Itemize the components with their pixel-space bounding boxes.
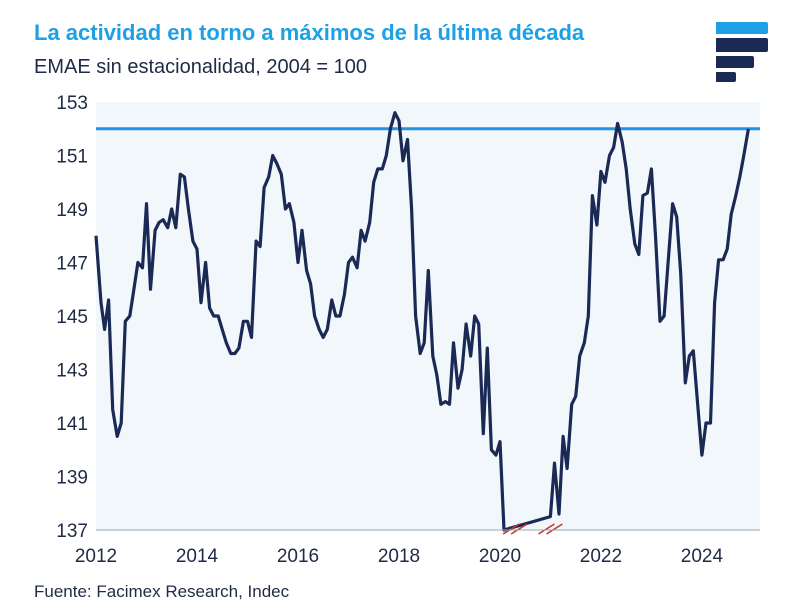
x-tick-label: 2018 xyxy=(378,546,420,567)
chart-subtitle: EMAE sin estacionalidad, 2004 = 100 xyxy=(34,56,367,78)
y-tick-label: 137 xyxy=(56,521,88,542)
axis-break-mark xyxy=(546,523,563,535)
x-axis: 2012 2014 2016 2018 2020 2022 2024 xyxy=(75,546,724,567)
x-tick-label: 2012 xyxy=(75,546,117,567)
y-axis: 137 139 141 143 145 147 149 151 153 xyxy=(56,93,88,542)
axis-break-marks xyxy=(502,523,563,535)
y-tick-label: 147 xyxy=(56,254,88,275)
source-note: Fuente: Facimex Research, Indec xyxy=(34,582,290,601)
y-tick-label: 139 xyxy=(56,468,88,489)
x-tick-label: 2016 xyxy=(277,546,319,567)
facimex-logo-icon xyxy=(716,22,768,82)
axis-break-mark xyxy=(510,523,528,535)
x-tick-label: 2014 xyxy=(176,546,219,567)
axis-break-mark xyxy=(502,523,520,535)
x-tick-label: 2024 xyxy=(681,546,724,567)
axis-break-mark xyxy=(538,523,555,535)
y-tick-label: 141 xyxy=(56,414,88,435)
chart-title: La actividad en torno a máximos de la úl… xyxy=(34,20,585,45)
x-tick-label: 2022 xyxy=(580,546,622,567)
y-tick-label: 145 xyxy=(56,307,88,328)
y-tick-label: 143 xyxy=(56,361,88,382)
x-tick-label: 2020 xyxy=(479,546,521,567)
y-tick-label: 151 xyxy=(56,147,88,168)
series-line-emae xyxy=(94,111,750,532)
y-tick-label: 149 xyxy=(56,200,88,221)
y-tick-label: 153 xyxy=(56,93,88,114)
